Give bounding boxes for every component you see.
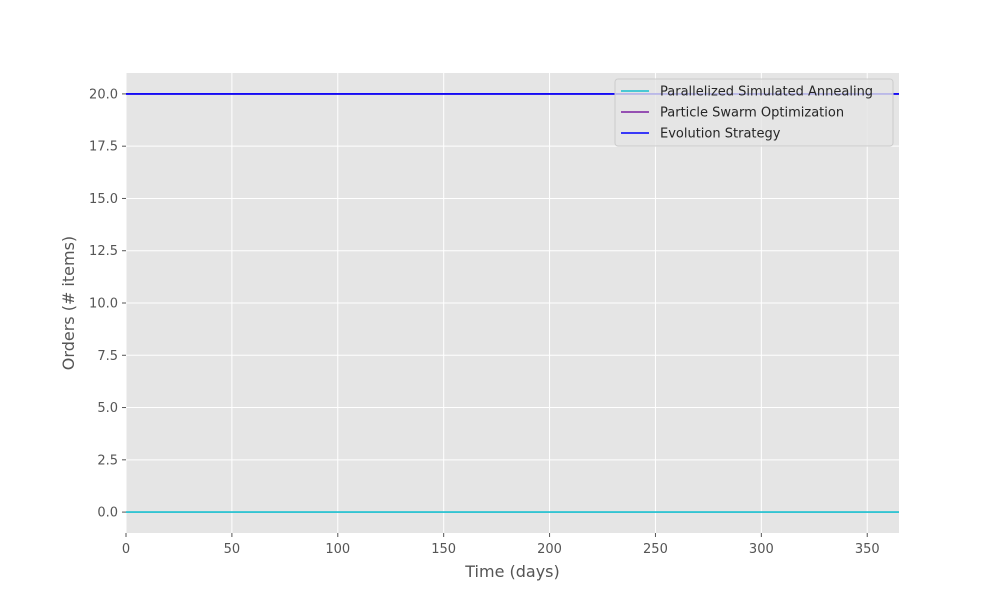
y-tick-label: 12.5 [89, 244, 118, 259]
x-tick-label: 350 [855, 542, 880, 557]
x-tick-label: 0 [122, 542, 130, 557]
x-axis-label: Time (days) [464, 562, 560, 581]
y-tick-label: 10.0 [89, 297, 118, 312]
y-tick-label: 15.0 [89, 192, 118, 207]
legend-items: Parallelized Simulated Annealing Particle… [621, 85, 873, 142]
y-tick-label: 17.5 [89, 140, 118, 155]
x-tick-label: 100 [325, 542, 350, 557]
axis-ticks: 0 50 100 150 200 250 300 350 0.0 2.5 5.0 7.5 10.0 12.… [89, 87, 880, 557]
y-axis-label: Orders (# items) [59, 236, 78, 370]
x-tick-label: 150 [431, 542, 456, 557]
legend-label: Particle Swarm Optimization [660, 106, 844, 121]
y-tick-label: 5.0 [97, 401, 118, 416]
legend-label: Evolution Strategy [660, 127, 781, 142]
y-tick-label: 20.0 [89, 87, 118, 102]
legend: Parallelized Simulated Annealing Particle… [614, 78, 894, 147]
x-tick-label: 300 [749, 542, 774, 557]
x-tick-label: 50 [224, 542, 241, 557]
x-tick-label: 250 [643, 542, 668, 557]
legend-box [614, 78, 894, 147]
legend-label: Parallelized Simulated Annealing [660, 85, 873, 100]
y-tick-label: 7.5 [97, 349, 118, 364]
y-tick-label: 0.0 [97, 506, 118, 521]
y-tick-label: 2.5 [97, 453, 118, 468]
x-tick-label: 200 [537, 542, 562, 557]
